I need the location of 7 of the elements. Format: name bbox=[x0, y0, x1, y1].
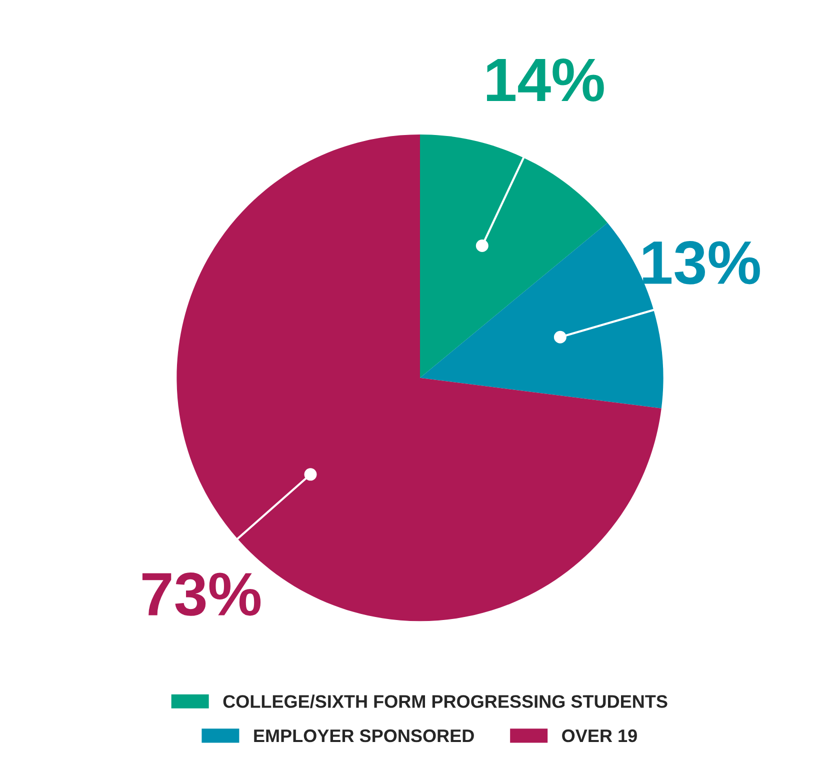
legend-label: OVER 19 bbox=[562, 729, 637, 742]
data-label: 13% bbox=[643, 241, 760, 284]
legend-label: COLLEGE/SIXTH FORM PROGRESSING STUDENTS bbox=[223, 694, 668, 708]
legend-label: EMPLOYER SPONSORED bbox=[254, 729, 474, 742]
pie-slice bbox=[420, 134, 608, 378]
data-label: 73% bbox=[142, 572, 261, 616]
data-label: 14% bbox=[487, 58, 604, 102]
